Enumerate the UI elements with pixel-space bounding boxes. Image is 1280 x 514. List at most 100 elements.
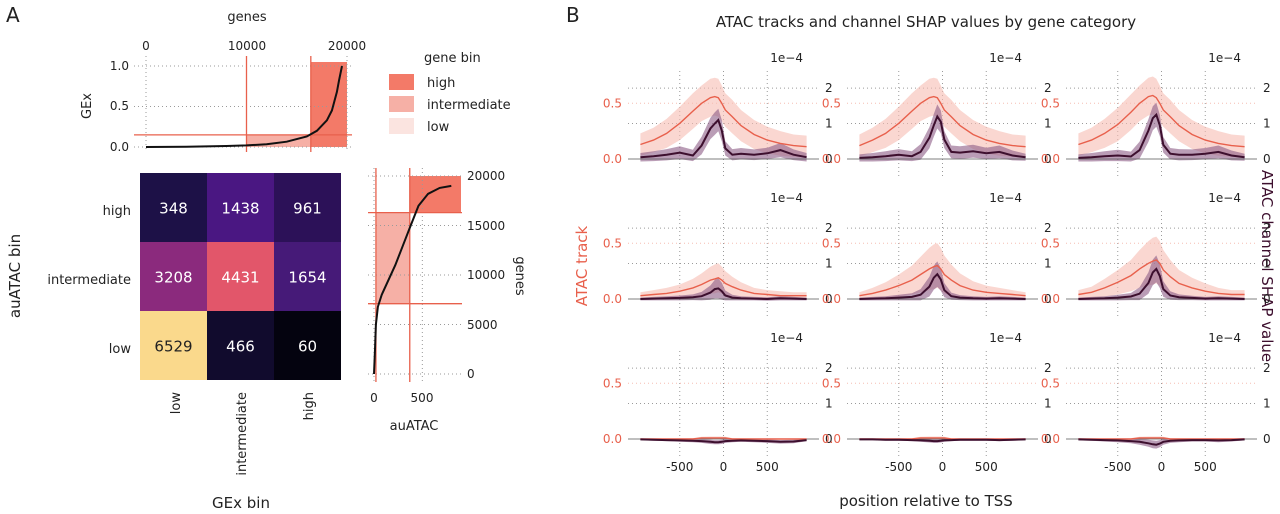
- track-xtick: 500: [756, 460, 779, 474]
- track-right-tick: 0: [1044, 432, 1052, 446]
- track-right-tick: 2: [1263, 81, 1271, 95]
- track-left-tick: 0.0: [822, 292, 841, 306]
- legend-swatch-intermediate: [389, 96, 414, 112]
- heatmap-ytick-intermediate: intermediate: [47, 273, 131, 288]
- heatmap-cell: [140, 311, 207, 380]
- atac-track-band: [859, 77, 1026, 158]
- panel-label-b: B: [566, 3, 580, 27]
- track-left-tick: 0.0: [603, 152, 622, 166]
- heatmap-cell: [207, 173, 274, 242]
- auatac-ylabel: genes: [512, 256, 527, 295]
- legend-label-intermediate: intermediate: [427, 98, 511, 113]
- heatmap-cell: [140, 242, 207, 311]
- track-left-tick: 0.5: [603, 236, 622, 250]
- track-right-tick: 2: [825, 221, 833, 235]
- heatmap-ytick-high: high: [103, 204, 131, 219]
- gex-bin-high-region: [310, 62, 347, 147]
- shap-line: [1078, 267, 1245, 300]
- track-multiplier: 1e−4: [770, 51, 803, 65]
- heatmap-cell-value: 1654: [288, 269, 326, 287]
- track-panel: 0.0 0.5 0 1 2 1e−4: [1041, 191, 1271, 319]
- track-right-tick: 2: [1044, 221, 1052, 235]
- heatmap-cell: [274, 173, 341, 242]
- shap-band: [859, 261, 1026, 301]
- atac-track-line: [1078, 259, 1245, 296]
- atac-track-band: [1078, 76, 1245, 158]
- track-left-tick: 0.5: [1041, 376, 1060, 390]
- track-multiplier: 1e−4: [989, 51, 1022, 65]
- shap-band: [640, 278, 807, 301]
- gex-ylabel: GEx: [80, 93, 95, 119]
- heatmap-cell: [207, 311, 274, 380]
- gex-xtick-2: 20000: [328, 39, 366, 53]
- track-xtick: -500: [885, 460, 912, 474]
- track-panel: 0.0 0.5 0 1 2 1e−4 -500 0 500: [1041, 331, 1271, 474]
- track-right-tick: 0: [1044, 292, 1052, 306]
- gex-ytick-1: 0.5: [110, 99, 129, 113]
- track-multiplier: 1e−4: [989, 331, 1022, 345]
- heatmap-cell-value: 60: [298, 338, 317, 356]
- shap-line: [859, 114, 1026, 159]
- track-right-tick: 1: [825, 257, 833, 271]
- track-left-tick: 0.5: [822, 96, 841, 110]
- track-multiplier: 1e−4: [1208, 191, 1241, 205]
- track-right-tick: 1: [1044, 257, 1052, 271]
- heatmap-ylabel: auATAC bin: [6, 234, 24, 318]
- atac-track-line: [640, 277, 807, 297]
- heatmap-ytick-low: low: [109, 342, 132, 357]
- gene-bin-legend: gene bin high intermediate low: [389, 51, 511, 135]
- track-right-tick: 0: [825, 292, 833, 306]
- heatmap-cell: [274, 242, 341, 311]
- track-left-tick: 0.0: [603, 292, 622, 306]
- auatac-bin-intermediate-region: [375, 212, 410, 304]
- heatmap-cell-value: 1438: [221, 200, 259, 218]
- track-right-tick: 2: [1263, 221, 1271, 235]
- track-right-tick: 0: [825, 152, 833, 166]
- track-right-tick: 1: [1263, 117, 1271, 131]
- track-left-tick: 0.5: [1041, 96, 1060, 110]
- track-right-tick: 2: [1044, 81, 1052, 95]
- track-right-tick: 1: [825, 397, 833, 411]
- legend-label-high: high: [427, 76, 455, 91]
- track-xtick: 500: [1194, 460, 1217, 474]
- track-multiplier: 1e−4: [1208, 331, 1241, 345]
- shap-line: [859, 438, 1026, 443]
- legend-swatch-low: [389, 118, 414, 134]
- track-right-tick: 1: [1263, 257, 1271, 271]
- atac-track-line: [859, 95, 1026, 148]
- track-right-tick: 0: [1263, 152, 1271, 166]
- heatmap-cell-value: 6529: [154, 338, 192, 356]
- track-panel: 0.0 0.5 0 1 2 1e−4 -500 0 500: [822, 331, 1052, 474]
- track-left-tick: 0.5: [822, 236, 841, 250]
- track-panel: 0.0 0.5 0 1 2 1e−4 -500 0 500: [603, 331, 833, 474]
- track-left-tick: 0.0: [1041, 152, 1060, 166]
- shap-line: [640, 287, 807, 301]
- auatac-ytick-0: 0: [467, 367, 475, 381]
- track-left-tick: 0.5: [1041, 236, 1060, 250]
- auatac-xtick-0: 0: [370, 391, 378, 405]
- atac-track-band: [640, 77, 807, 158]
- auatac-ytick-2: 10000: [467, 268, 505, 282]
- atac-track-line: [640, 95, 807, 148]
- track-multiplier: 1e−4: [770, 191, 803, 205]
- gex-auatac-heatmap: 348 1438 961 3208 4431 1654 6529 466 60: [140, 173, 341, 380]
- shap-line: [859, 272, 1026, 300]
- shap-band: [1078, 255, 1245, 301]
- track-xtick: -500: [666, 460, 693, 474]
- atac-track-line: [640, 437, 807, 440]
- auatac-curve-line: [373, 184, 452, 375]
- track-right-tick: 1: [1044, 397, 1052, 411]
- heatmap-xlabel: GEx bin: [212, 494, 270, 512]
- heatmap-cell-value: 3208: [154, 269, 192, 287]
- heatmap-xtick-high: high: [302, 392, 317, 420]
- heatmap-cell-value: 466: [226, 338, 255, 356]
- legend-title: gene bin: [424, 51, 481, 66]
- track-left-tick: 0.5: [603, 96, 622, 110]
- atac-track-line: [859, 264, 1026, 297]
- track-right-tick: 1: [1263, 397, 1271, 411]
- track-xtick: 500: [975, 460, 998, 474]
- heatmap-xtick-low: low: [169, 392, 184, 415]
- track-panel: 0.0 0.5 0 1 2 1e−4: [822, 51, 1052, 179]
- auatac-xtick-1: 500: [411, 391, 434, 405]
